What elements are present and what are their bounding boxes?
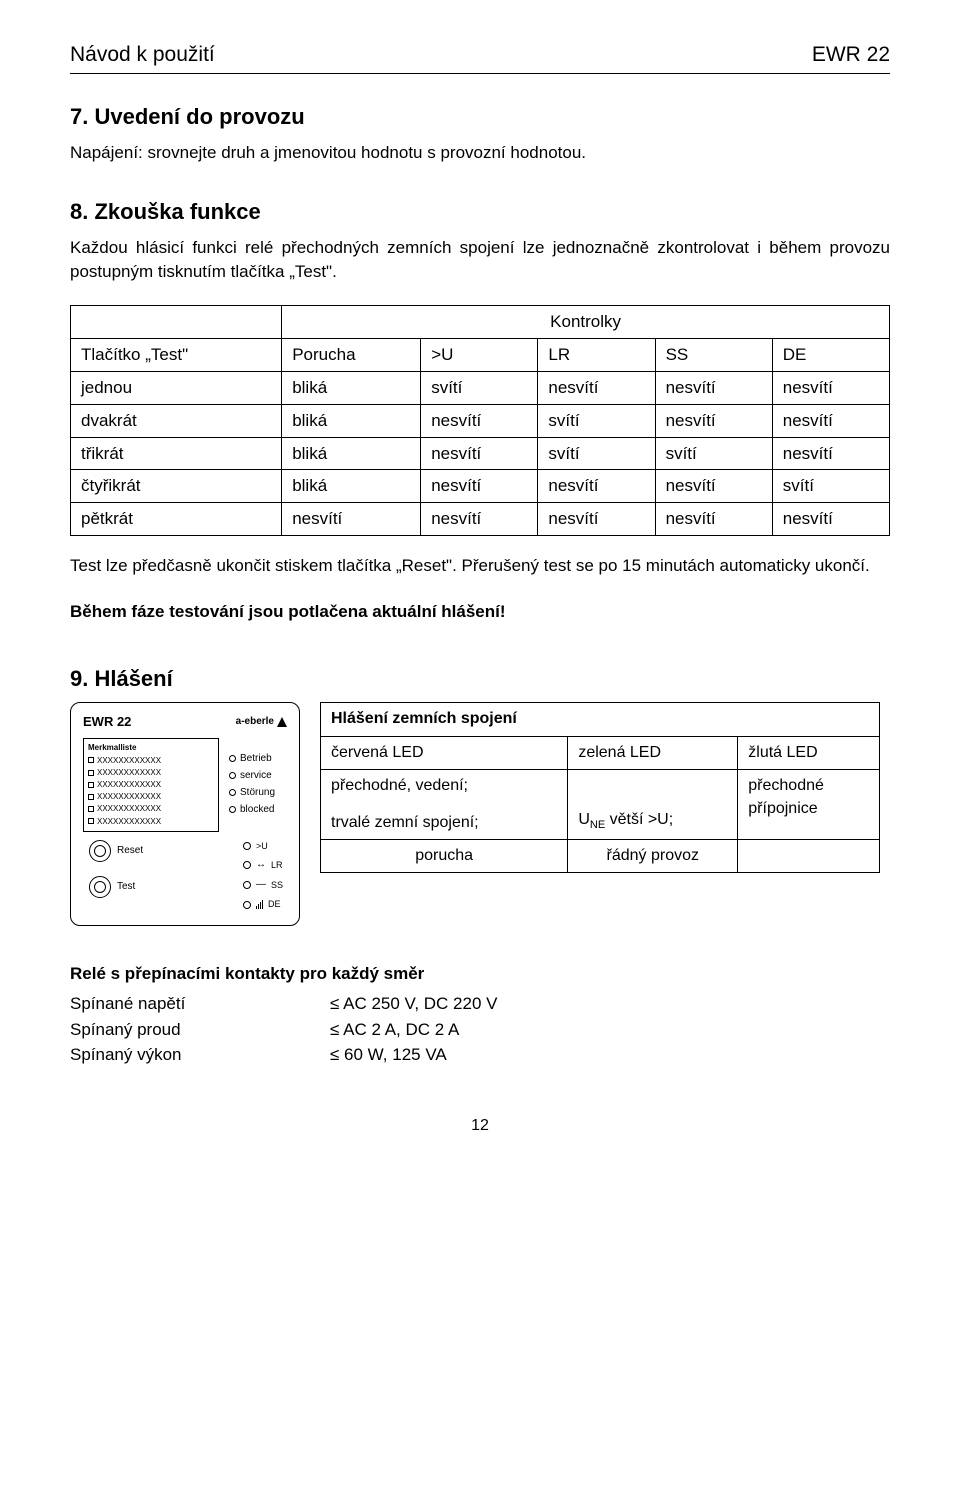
merkmalliste-panel: Merkmalliste XXXXXXXXXXXX XXXXXXXXXXXX X…: [83, 738, 219, 832]
post-table-text: Test lze předčasně ukončit stiskem tlačí…: [70, 554, 890, 578]
section7-heading: 7. Uvedení do provozu: [70, 102, 890, 133]
specs-value: ≤ AC 250 V, DC 220 V: [330, 992, 497, 1016]
specs-value: ≤ 60 W, 125 VA: [330, 1043, 447, 1067]
specs-row: Spínaný výkon≤ 60 W, 125 VA: [70, 1043, 890, 1067]
table2-r2c2: řádný provoz: [568, 839, 738, 872]
table-cell: nesvítí: [421, 470, 538, 503]
table-cell: bliká: [282, 371, 421, 404]
table-cell: nesvítí: [655, 503, 772, 536]
table2-title: Hlášení zemních spojení: [321, 703, 880, 736]
device-illustration: EWR 22 a-eberle Merkmalliste XXXXXXXXXXX…: [70, 702, 300, 926]
table-cell: nesvítí: [421, 503, 538, 536]
table1-h2: >U: [421, 339, 538, 372]
header-right: EWR 22: [812, 40, 890, 69]
table-cell: svítí: [538, 437, 655, 470]
led-icon: [243, 861, 251, 869]
table-row: třikrátblikánesvítísvítísvítínesvítí: [71, 437, 890, 470]
specs-title: Relé s přepínacími kontakty pro každý sm…: [70, 962, 890, 986]
table-cell: jednou: [71, 371, 282, 404]
table2-h0: červená LED: [321, 736, 568, 769]
de-symbol-icon: [256, 900, 263, 909]
reset-button-row: Reset: [89, 840, 143, 862]
table1-header-row: Tlačítko „Test" Porucha >U LR SS DE: [71, 339, 890, 372]
kontrolky-table: Kontrolky Tlačítko „Test" Porucha >U LR …: [70, 305, 890, 536]
specs-row: Spínaný proud≤ AC 2 A, DC 2 A: [70, 1018, 890, 1042]
section9-heading: 9. Hlášení: [70, 664, 890, 695]
panel-title: Merkmalliste: [88, 742, 214, 753]
table-cell: nesvítí: [655, 470, 772, 503]
table-row: jednoublikásvítínesvítínesvítínesvítí: [71, 371, 890, 404]
table-cell: čtyřikrát: [71, 470, 282, 503]
section8-heading: 8. Zkouška funkce: [70, 197, 890, 228]
table1-h3: LR: [538, 339, 655, 372]
table2-r1c2: UNE větší >U;: [568, 770, 738, 840]
device-title: EWR 22: [83, 713, 131, 731]
table-row: pětkrátnesvítínesvítínesvítínesvítínesví…: [71, 503, 890, 536]
table-cell: svítí: [538, 404, 655, 437]
table-cell: nesvítí: [421, 404, 538, 437]
table-cell: nesvítí: [772, 437, 889, 470]
table1-h0: Tlačítko „Test": [71, 339, 282, 372]
section8-body: Každou hlásicí funkci relé přechodných z…: [70, 236, 890, 284]
table1-h5: DE: [772, 339, 889, 372]
table-cell: svítí: [655, 437, 772, 470]
table-cell: bliká: [282, 437, 421, 470]
table-cell: nesvítí: [421, 437, 538, 470]
table2-r1c1: přechodné, vedení; trvalé zemní spojení;: [321, 770, 568, 840]
brand-label: a-eberle: [236, 715, 287, 729]
table-cell: svítí: [421, 371, 538, 404]
table2-r1c3: přechodné přípojnice: [738, 770, 880, 840]
table-cell: bliká: [282, 404, 421, 437]
bold-warning: Během fáze testování jsou potlačena aktu…: [70, 600, 890, 624]
led-icon: [243, 842, 251, 850]
table-cell: dvakrát: [71, 404, 282, 437]
specs-value: ≤ AC 2 A, DC 2 A: [330, 1018, 459, 1042]
header-underline: [70, 73, 890, 74]
specs-label: Spínané napětí: [70, 992, 330, 1016]
led-table: Hlášení zemních spojení červená LED zele…: [320, 702, 880, 873]
reset-button-icon: [89, 840, 111, 862]
test-button-row: Test: [89, 876, 143, 898]
table2-h1: zelená LED: [568, 736, 738, 769]
table-cell: svítí: [772, 470, 889, 503]
kontrolky-label: Kontrolky: [282, 306, 890, 339]
table2-r2c3: [738, 839, 880, 872]
table-cell: nesvítí: [655, 371, 772, 404]
specs-block: Relé s přepínacími kontakty pro každý sm…: [70, 962, 890, 1067]
table-cell: nesvítí: [282, 503, 421, 536]
table-cell: nesvítí: [538, 470, 655, 503]
arrow-icon: —: [256, 878, 266, 892]
table-row: čtyřikrátblikánesvítínesvítínesvítísvítí: [71, 470, 890, 503]
header-left: Návod k použití: [70, 40, 215, 69]
test-label: Test: [117, 880, 135, 894]
page-header: Návod k použití EWR 22: [70, 40, 890, 69]
table2-h2: žlutá LED: [738, 736, 880, 769]
table1-h4: SS: [655, 339, 772, 372]
table-cell: nesvítí: [772, 404, 889, 437]
table-cell: nesvítí: [538, 503, 655, 536]
specs-label: Spínaný výkon: [70, 1043, 330, 1067]
table2-r2c1: porucha: [321, 839, 568, 872]
table-cell: bliká: [282, 470, 421, 503]
brand-triangle-icon: [277, 717, 287, 727]
specs-label: Spínaný proud: [70, 1018, 330, 1042]
arrow-icon: ↔: [256, 858, 266, 872]
test-button-icon: [89, 876, 111, 898]
table-cell: nesvítí: [772, 503, 889, 536]
led-icon: [243, 901, 251, 909]
reset-label: Reset: [117, 844, 143, 858]
status-panel: Betrieb service Störung blocked: [229, 738, 287, 832]
table-cell: nesvítí: [538, 371, 655, 404]
table1-h1: Porucha: [282, 339, 421, 372]
specs-row: Spínané napětí≤ AC 250 V, DC 220 V: [70, 992, 890, 1016]
section7-body: Napájení: srovnejte druh a jmenovitou ho…: [70, 141, 890, 165]
table-cell: nesvítí: [772, 371, 889, 404]
table-row: dvakrátblikánesvítísvítínesvítínesvítí: [71, 404, 890, 437]
led-icon: [243, 881, 251, 889]
table-cell: nesvítí: [655, 404, 772, 437]
section9-content: EWR 22 a-eberle Merkmalliste XXXXXXXXXXX…: [70, 702, 890, 926]
page-number: 12: [70, 1115, 890, 1137]
table-cell: třikrát: [71, 437, 282, 470]
table-cell: pětkrát: [71, 503, 282, 536]
